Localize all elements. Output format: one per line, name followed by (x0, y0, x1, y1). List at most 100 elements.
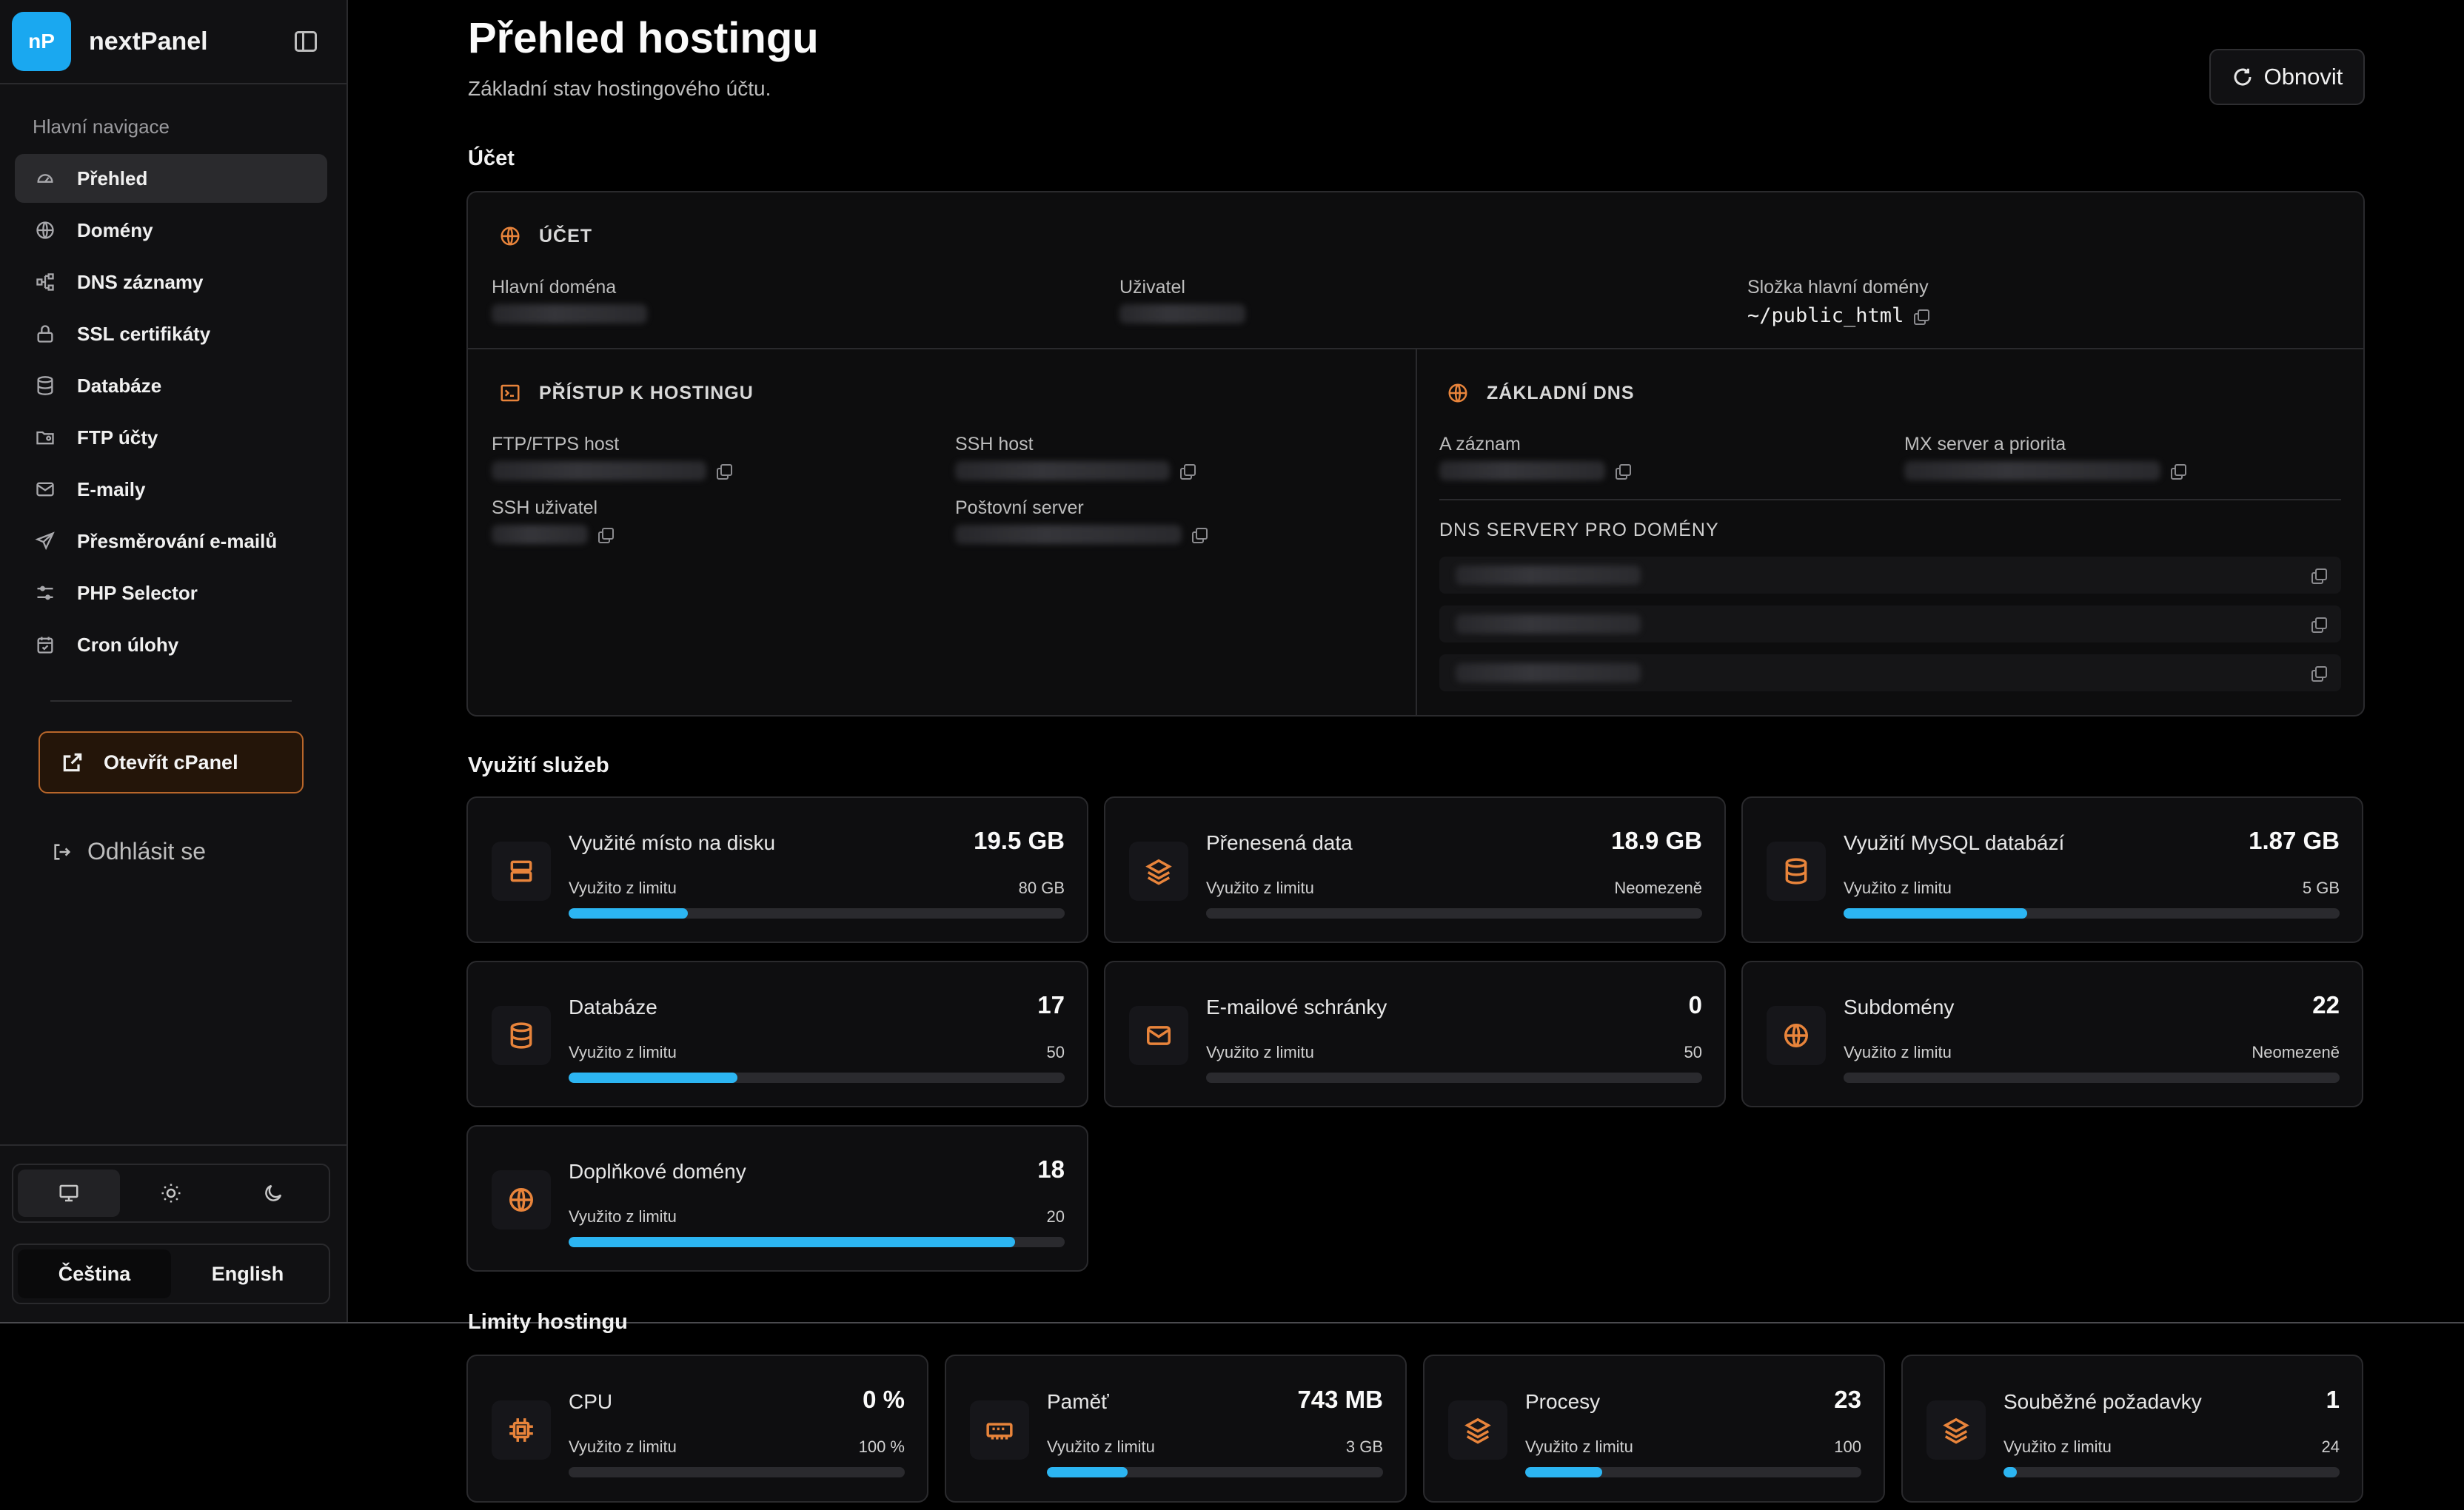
stat-progress-fill (2003, 1467, 2018, 1477)
stat-card: CPU 0 % Využito z limitu 100 % (466, 1355, 928, 1503)
user-field: Uživatel (1119, 277, 1245, 323)
brand-name[interactable]: nextPanel (89, 27, 208, 56)
sidebar-item-prehled[interactable]: Přehled (15, 154, 327, 203)
open-cpanel-button[interactable]: Otevřít cPanel (38, 731, 304, 793)
stat-value: 1.87 GB (2249, 827, 2340, 854)
sidebar-item-php[interactable]: PHP Selector (15, 568, 327, 617)
stat-value: 18.9 GB (1611, 827, 1702, 854)
section-usage-title: Využití služeb (468, 754, 609, 777)
stat-progress-bar (1206, 908, 1702, 919)
mail-server-field: Poštovní server (955, 497, 1208, 544)
logout-button[interactable]: Odhlásit se (52, 838, 206, 865)
theme-system-button[interactable] (18, 1170, 120, 1217)
folder-field: Složka hlavní domény ~/public_html (1747, 277, 1930, 327)
copy-icon[interactable] (717, 464, 732, 480)
sidebar-item-cron[interactable]: Cron úlohy (15, 620, 327, 669)
access-block-title: PŘÍSTUP K HOSTINGU (539, 382, 754, 403)
nav-list: Přehled Domény DNS záznamy SSL certifiká… (15, 154, 327, 672)
refresh-button[interactable]: Obnovit (2209, 49, 2365, 105)
stat-label: Databáze (569, 996, 657, 1019)
copy-icon[interactable] (1914, 309, 1930, 325)
stat-card: Využité místo na disku 19.5 GB Využito z… (466, 796, 1088, 943)
access-block-head: PŘÍSTUP K HOSTINGU (499, 382, 754, 404)
stat-sub-label: Využito z limitu (1047, 1437, 1155, 1456)
stat-sub-label: Využito z limitu (569, 1207, 677, 1226)
sidebar-item-label: Domény (77, 218, 153, 241)
sidebar-item-domeny[interactable]: Domény (15, 206, 327, 255)
copy-icon[interactable] (1192, 528, 1208, 543)
database-icon (1785, 858, 1807, 885)
brand: nP nextPanel (0, 0, 346, 84)
copy-icon[interactable] (598, 528, 614, 543)
dns-server-row (1439, 654, 2341, 691)
sidebar-bottom-divider (0, 1144, 348, 1146)
theme-dark-button[interactable] (222, 1170, 324, 1217)
mail-icon (33, 477, 58, 502)
stat-value: 0 % (863, 1386, 905, 1413)
dns-divider (1439, 499, 2341, 500)
sidebar-item-presmerovani[interactable]: Přesměrování e-mailů (15, 517, 327, 566)
open-cpanel-label: Otevřít cPanel (104, 751, 238, 774)
stat-progress-bar (1206, 1073, 1702, 1083)
stat-card: Doplňkové domény 18 Využito z limitu 20 (466, 1125, 1088, 1272)
copy-icon[interactable] (2311, 568, 2327, 584)
folder-label: Složka hlavní domény (1747, 277, 1929, 298)
layers-icon (1464, 1417, 1491, 1444)
copy-icon[interactable] (2171, 464, 2186, 480)
moon-icon (265, 1184, 282, 1201)
calendar-check-icon (33, 632, 58, 657)
layers-icon (1943, 1417, 1969, 1444)
monitor-icon (59, 1184, 78, 1202)
copy-icon[interactable] (2311, 666, 2327, 682)
stat-label: CPU (569, 1390, 613, 1413)
main-domain-field: Hlavní doména (492, 277, 647, 323)
sidebar-item-ssl[interactable]: SSL certifikáty (15, 309, 327, 358)
stat-progress-bar (1844, 908, 2340, 919)
stat-sub-label: Využito z limitu (569, 879, 677, 897)
stat-label: Subdomény (1844, 996, 1955, 1019)
external-link-icon (63, 753, 82, 772)
section-limits-title: Limity hostingu (468, 1310, 628, 1334)
sidebar-item-databaze[interactable]: Databáze (15, 361, 327, 410)
brand-logo[interactable]: nP (12, 12, 71, 71)
stat-card: Subdomény 22 Využito z limitu Neomezeně (1741, 961, 2363, 1107)
server-icon (510, 860, 532, 882)
layers-icon (1145, 859, 1172, 885)
folder-value: ~/public_html (1747, 304, 1904, 327)
stat-limit: 20 (1046, 1207, 1065, 1226)
sidebar-item-label: E-maily (77, 477, 146, 500)
sidebar-item-ftp[interactable]: FTP účty (15, 413, 327, 462)
stat-value: 17 (1037, 991, 1065, 1019)
nav-divider (50, 700, 292, 702)
account-block-title: ÚČET (539, 225, 593, 246)
dns-block-head: ZÁKLADNÍ DNS (1447, 382, 1635, 404)
main-domain-label: Hlavní doména (492, 277, 617, 298)
page-subtitle: Základní stav hostingového účtu. (468, 77, 771, 100)
mx-label: MX server a priorita (1904, 434, 2066, 454)
sidebar-toggle-icon[interactable] (295, 31, 317, 52)
dns-servers-title: DNS SERVERY PRO DOMÉNY (1439, 520, 1719, 540)
stat-sub-label: Využito z limitu (1844, 1043, 1952, 1061)
lang-en-button[interactable]: English (211, 1262, 284, 1285)
stat-progress-bar (1525, 1467, 1861, 1477)
copy-icon[interactable] (2311, 617, 2327, 633)
copy-icon[interactable] (1180, 464, 1196, 480)
theme-light-button[interactable] (120, 1170, 222, 1217)
stat-sub-label: Využito z limitu (2003, 1437, 2112, 1456)
panel-divider (468, 348, 2363, 349)
main-domain-value (492, 304, 647, 323)
sidebar: nP nextPanel Hlavní navigace Přehled Dom… (0, 0, 348, 1322)
sidebar-item-dns[interactable]: DNS záznamy (15, 258, 327, 306)
lang-cs-button[interactable]: Čeština (18, 1249, 171, 1298)
stat-sub-label: Využito z limitu (569, 1437, 677, 1456)
stat-progress-fill (569, 908, 688, 919)
stat-limit: 50 (1684, 1043, 1702, 1061)
stat-limit: Neomezeně (1614, 879, 1702, 897)
copy-icon[interactable] (1616, 464, 1631, 480)
sidebar-item-emaily[interactable]: E-maily (15, 465, 327, 514)
send-icon (33, 528, 58, 554)
stat-limit: 24 (2321, 1437, 2340, 1456)
ftp-host-label: FTP/FTPS host (492, 434, 620, 454)
sidebar-item-label: FTP účty (77, 426, 158, 449)
dns-server-value (1456, 663, 1641, 682)
